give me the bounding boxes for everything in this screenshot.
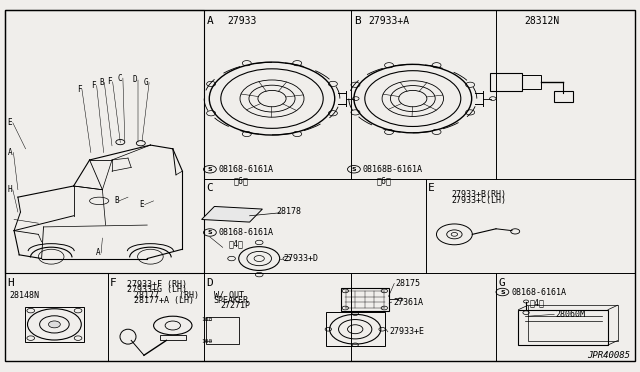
Text: 100: 100: [201, 317, 212, 323]
Text: 27933+B(RH): 27933+B(RH): [451, 190, 506, 199]
Text: E: E: [140, 200, 144, 209]
Circle shape: [49, 321, 60, 328]
Text: SPEAKER: SPEAKER: [214, 296, 249, 305]
Text: E: E: [8, 118, 12, 127]
Text: 27933+C(LH): 27933+C(LH): [451, 196, 506, 205]
Text: 08168B-6161A: 08168B-6161A: [363, 165, 423, 174]
Text: H: H: [8, 185, 12, 194]
Text: F: F: [77, 85, 81, 94]
Text: 27933+F (RH): 27933+F (RH): [127, 280, 187, 289]
Text: D: D: [132, 75, 137, 84]
Text: （6）: （6）: [234, 176, 248, 185]
Polygon shape: [202, 206, 262, 222]
Text: （6）: （6）: [376, 176, 391, 185]
Text: E: E: [428, 183, 435, 193]
Text: B: B: [354, 16, 361, 26]
Text: 28178: 28178: [276, 207, 301, 216]
Text: 27933+D: 27933+D: [284, 254, 319, 263]
Text: H: H: [8, 278, 15, 288]
Text: 27933: 27933: [227, 16, 257, 26]
Text: （4）: （4）: [228, 239, 243, 248]
Text: C: C: [118, 74, 122, 83]
Text: 27933+A: 27933+A: [368, 16, 409, 26]
Text: W/ OUT: W/ OUT: [214, 291, 244, 300]
Text: JPR40085: JPR40085: [588, 351, 630, 360]
Text: 08168-6161A: 08168-6161A: [511, 288, 566, 296]
Text: B: B: [114, 196, 118, 205]
Text: G: G: [144, 78, 148, 87]
Text: F: F: [92, 81, 96, 90]
Text: 28148N: 28148N: [10, 291, 40, 300]
Text: G: G: [499, 278, 506, 288]
Text: 28060M: 28060M: [556, 310, 586, 319]
Text: 27271P: 27271P: [220, 301, 250, 310]
Text: A: A: [8, 148, 13, 157]
Text: 28175: 28175: [396, 279, 420, 288]
Text: S: S: [351, 167, 356, 172]
Text: F: F: [110, 278, 117, 288]
Text: S: S: [500, 289, 505, 295]
Text: F: F: [108, 77, 112, 86]
Text: S: S: [207, 167, 212, 172]
Text: D: D: [207, 278, 214, 288]
Text: 27933+E: 27933+E: [389, 327, 424, 336]
Text: 28312N: 28312N: [525, 16, 560, 26]
Text: S: S: [207, 230, 212, 235]
Text: B: B: [99, 78, 104, 87]
Text: 27361A: 27361A: [393, 298, 423, 307]
Text: 28177+A (LH): 28177+A (LH): [134, 296, 195, 305]
Text: A: A: [96, 248, 100, 257]
Text: 100: 100: [201, 339, 212, 344]
Text: C: C: [207, 183, 214, 193]
Text: 08168-6161A: 08168-6161A: [219, 165, 274, 174]
Text: 27933+G (LH): 27933+G (LH): [127, 285, 187, 294]
Text: 28177    (RH): 28177 (RH): [134, 291, 200, 300]
Text: （4）: （4）: [529, 299, 544, 308]
Text: A: A: [207, 16, 214, 26]
Text: 08168-6161A: 08168-6161A: [219, 228, 274, 237]
